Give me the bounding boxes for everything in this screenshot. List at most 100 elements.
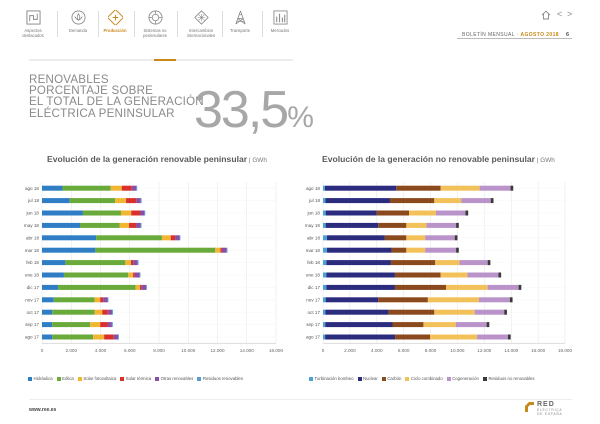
bar-segment [136,222,141,228]
chevron-right-icon[interactable]: > [567,9,573,19]
renewable-share-unit: % [287,101,314,134]
tower-icon [234,10,246,25]
nav-aspectos-destacados[interactable]: Aspectos destacados [13,10,53,38]
bar-segment [107,297,109,303]
bar-segment [487,284,519,290]
bar-segment [323,235,328,241]
bar-segment [144,210,146,216]
bar-segment [406,222,427,228]
bar-segment [80,222,120,228]
legend-item: Carbón [381,376,401,381]
bar-segment [82,210,121,216]
bar-segment [104,334,114,340]
bar-segment [107,309,113,315]
legend-label: Ciclo combinado [410,376,443,381]
category-label: jun 18 [306,211,320,216]
bar-segment [58,284,136,290]
bar-segment [100,322,108,328]
bar-segment [486,322,490,328]
category-label: feb 18 [307,260,320,265]
bar-segment [215,247,221,253]
bar-segment [326,272,395,278]
bar-segment [111,322,113,328]
bar-segment [42,322,53,328]
bar-segment [42,247,96,253]
headline-line: PORCENTAJE SOBRE [29,84,154,98]
nav-sistemas-no-peninsulares[interactable]: Sistemas no peninsulares [135,10,175,38]
bulletin-separator: · [516,32,519,38]
bar-segment [221,247,227,253]
legend-label: Solar fotovoltaica [83,376,117,381]
bar-segment [141,284,146,290]
nav-demanda[interactable]: Demanda [58,10,98,33]
bar-segment [327,235,385,241]
bar-segment [52,334,94,340]
bar-segment [459,260,488,266]
bar-segment [139,284,142,290]
bar-segment [42,198,70,204]
bar-segment [376,210,410,216]
x-tick-label: 4.000 [95,348,107,353]
x-tick-label: 16.000 [269,348,283,353]
bar-segment [130,260,134,266]
bar-segment [323,322,326,328]
bar-segment [42,185,63,191]
x-tick-label: 10.000 [450,348,464,353]
bar-segment [102,309,108,315]
bar-segment [467,272,499,278]
chart-unit: GWh [252,157,267,164]
chevron-left-icon[interactable]: < [557,9,563,19]
bar-segment [323,222,326,228]
bar-segment [325,185,397,191]
category-label: nov 17 [25,297,39,302]
bar-segment [456,247,459,253]
bar-segment [126,198,137,204]
bar-segment [378,222,407,228]
category-label: oct 17 [307,310,320,315]
nav-mercados[interactable]: Mercados [260,10,300,33]
bar-segment [440,185,480,191]
bar-segment [434,198,462,204]
legend-label: Solar térmica [125,376,152,381]
footer-url[interactable]: www.ree.es [29,407,57,413]
nav-label: Demanda [68,28,88,33]
bar-segment [406,247,426,253]
bar-segment [110,185,122,191]
legend-item: Eólica [56,376,74,381]
x-tick-label: 10.000 [181,348,195,353]
x-tick-label: 6.000 [398,348,410,353]
bar-segment [435,260,460,266]
category-label: dic 17 [308,285,321,290]
bar-segment [137,260,139,266]
nav-label: Producción [103,28,127,33]
bar-segment [477,334,508,340]
bar-segment [136,185,138,191]
legend-swatch [56,376,61,381]
bar-segment [119,222,130,228]
logo-name: RED [537,401,555,408]
home-icon[interactable] [541,10,551,20]
bar-segment [474,309,505,315]
bar-segment [94,309,103,315]
bar-segment [323,334,326,340]
nav-divider [98,11,99,37]
bar-segment [125,260,131,266]
category-label: nov 17 [306,297,320,302]
bar-segment [170,235,176,241]
bar-segment [107,322,112,328]
bar-segment [323,260,327,266]
category-label: may 18 [305,223,321,228]
x-tick-label: 2.000 [66,348,78,353]
category-label: ago 17 [306,335,320,340]
nav-produccion[interactable]: Producción [95,10,135,33]
bar-segment [135,284,140,290]
bar-segment [52,322,91,328]
category-label: sep 17 [306,322,320,327]
legend-swatch [405,376,410,381]
headline: RENOVABLES PORCENTAJE SOBRE EL TOTAL DE … [29,74,204,119]
bar-segment [325,198,390,204]
bar-segment [325,222,379,228]
nav-transporte[interactable]: Transporte [220,10,260,33]
nav-intercambios-internacionales[interactable]: Intercambios internacionales [181,10,221,38]
category-label: ago 18 [306,186,320,191]
